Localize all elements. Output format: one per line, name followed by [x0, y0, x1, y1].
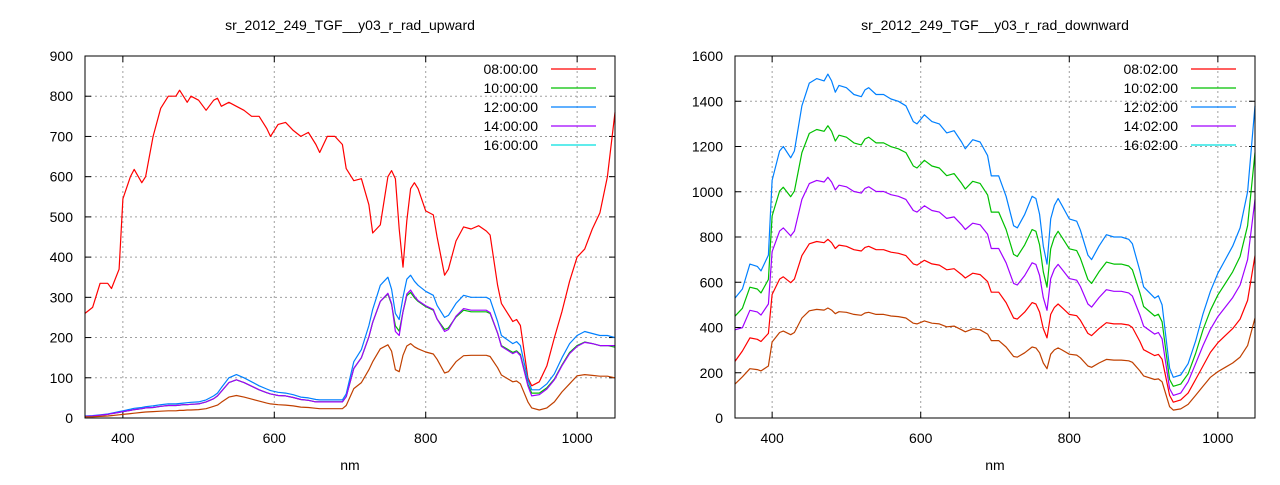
y-tick-label: 200 [700, 365, 724, 381]
y-tick-label: 1000 [692, 184, 723, 200]
y-tick-label: 0 [65, 410, 73, 426]
x-tick-label: 1000 [1202, 430, 1233, 446]
x-tick-label: 800 [1058, 430, 1082, 446]
y-tick-label: 300 [50, 289, 74, 305]
y-tick-label: 100 [50, 370, 74, 386]
plot-frame [734, 55, 1256, 419]
y-tick-label: 1200 [692, 139, 723, 155]
y-tick-label: 600 [50, 169, 74, 185]
y-tick-label: 900 [50, 48, 74, 64]
y-tick-label: 400 [50, 249, 74, 265]
x-tick-label: 1000 [562, 430, 593, 446]
x-axis-label: nm [340, 457, 359, 473]
y-tick-label: 800 [50, 88, 74, 104]
chart-title: sr_2012_249_TGF__y03_r_rad_downward [861, 17, 1129, 33]
legend-label: 08:00:00 [484, 61, 539, 77]
series-line-100200 [734, 125, 1256, 387]
y-tick-label: 500 [50, 209, 74, 225]
x-tick-label: 800 [414, 430, 438, 446]
y-tick-label: 800 [700, 229, 724, 245]
downward-radiance-chart: sr_2012_249_TGF__y03_r_rad_downward nm 0… [692, 17, 1256, 473]
plot-frame [84, 55, 616, 419]
legend-label: 08:02:00 [1124, 61, 1179, 77]
series-line-140000 [84, 289, 615, 417]
legend-label: 14:00:00 [484, 118, 539, 134]
legend-label: 10:02:00 [1124, 80, 1179, 96]
x-tick-label: 400 [760, 430, 784, 446]
y-tick-label: 1600 [692, 48, 723, 64]
y-tick-label: 600 [700, 274, 724, 290]
series-line-120000 [84, 274, 616, 417]
x-axis-label: nm [985, 457, 1004, 473]
x-tick-label: 400 [111, 430, 135, 446]
x-tick-label: 600 [263, 430, 287, 446]
series-line-160000 [85, 343, 616, 418]
y-tick-label: 0 [715, 410, 723, 426]
legend-label: 12:02:00 [1124, 99, 1179, 115]
legend-label: 16:00:00 [484, 137, 539, 153]
series-line-160200 [734, 307, 1256, 411]
y-tick-label: 1400 [692, 93, 723, 109]
legend-label: 14:02:00 [1124, 118, 1179, 134]
legend-label: 12:00:00 [484, 99, 539, 115]
series-line-080200 [734, 238, 1256, 403]
series-line-140200 [734, 176, 1256, 396]
series-line-080000 [84, 89, 616, 387]
series-line-120200 [734, 73, 1256, 378]
chart-title: sr_2012_249_TGF__y03_r_rad_upward [225, 17, 475, 33]
upward-radiance-chart: sr_2012_249_TGF__y03_r_rad_upward nm 0 10… [50, 17, 616, 473]
y-tick-label: 200 [50, 330, 74, 346]
legend-label: 10:00:00 [484, 80, 539, 96]
y-tick-label: 400 [700, 320, 724, 336]
x-tick-label: 600 [909, 430, 933, 446]
legend-label: 16:02:00 [1124, 137, 1179, 153]
y-tick-label: 700 [50, 128, 74, 144]
